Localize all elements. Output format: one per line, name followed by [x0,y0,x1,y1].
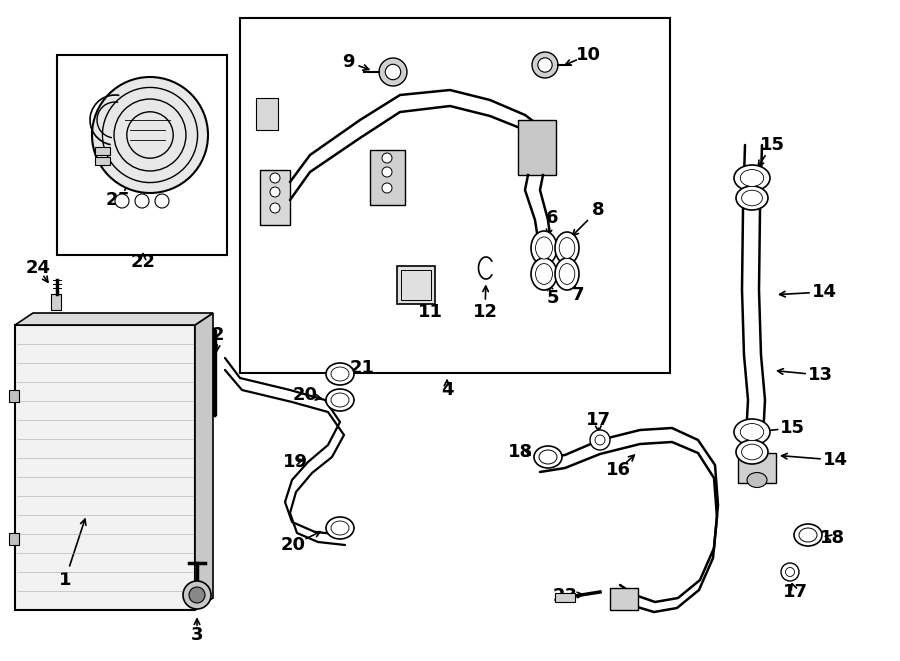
Ellipse shape [331,393,349,407]
Text: 15: 15 [760,136,785,154]
Bar [401,270,431,300]
Circle shape [781,563,799,581]
Text: 25: 25 [105,191,130,209]
Circle shape [590,430,610,450]
Ellipse shape [741,424,764,440]
Ellipse shape [559,237,575,258]
Bar [256,98,278,130]
Circle shape [270,203,280,213]
Text: 20: 20 [281,536,305,554]
Text: 1: 1 [58,571,71,589]
Bar [95,157,110,165]
Ellipse shape [555,258,579,290]
Text: 6: 6 [545,209,558,227]
Ellipse shape [531,258,557,290]
Text: 10: 10 [575,46,600,64]
Circle shape [270,173,280,183]
Ellipse shape [534,446,562,468]
Text: 2: 2 [212,326,224,344]
Circle shape [379,58,407,86]
Text: 11: 11 [418,303,443,321]
Bar [555,593,575,602]
Text: 9: 9 [342,53,355,71]
Circle shape [135,194,149,208]
Text: 4: 4 [441,381,454,399]
Text: 13: 13 [807,366,833,384]
Text: 14: 14 [823,451,848,469]
Ellipse shape [799,528,817,542]
Text: 17: 17 [586,411,610,429]
Ellipse shape [536,264,553,284]
Text: 18: 18 [508,443,533,461]
Circle shape [115,194,129,208]
Bar [260,170,290,225]
Bar [397,266,435,304]
Ellipse shape [734,165,770,191]
Ellipse shape [559,264,575,284]
Text: 7: 7 [572,286,584,304]
Bar [51,294,61,310]
Circle shape [595,435,605,445]
Text: 22: 22 [130,253,156,271]
Bar [370,150,405,205]
Bar [518,120,556,175]
Ellipse shape [741,170,764,186]
Bar [9,390,19,403]
Polygon shape [195,313,213,610]
Ellipse shape [326,389,354,411]
Text: 15: 15 [779,419,805,437]
Circle shape [155,194,169,208]
Text: 14: 14 [812,283,836,301]
Ellipse shape [326,363,354,385]
Circle shape [382,153,392,163]
Ellipse shape [742,444,762,460]
Polygon shape [15,325,195,610]
Text: 17: 17 [782,583,807,601]
Circle shape [385,64,400,80]
Ellipse shape [742,190,762,206]
Text: 19: 19 [283,453,308,471]
Bar [240,18,670,373]
Circle shape [92,77,208,193]
Text: 8: 8 [591,201,604,219]
Text: 16: 16 [606,461,631,479]
Ellipse shape [531,231,557,265]
Text: 23: 23 [553,587,578,605]
Circle shape [786,568,795,576]
Ellipse shape [326,517,354,539]
Circle shape [382,167,392,177]
Circle shape [183,581,211,609]
Text: 18: 18 [819,529,844,547]
Bar [95,147,110,155]
Ellipse shape [536,237,553,259]
Text: 5: 5 [547,289,559,307]
Ellipse shape [794,524,822,546]
Ellipse shape [555,232,579,264]
Circle shape [270,187,280,197]
Circle shape [382,183,392,193]
Text: 21: 21 [349,359,374,377]
Ellipse shape [539,450,557,464]
Ellipse shape [331,521,349,535]
Ellipse shape [747,473,767,488]
Text: 20: 20 [292,386,318,404]
Bar [9,533,19,545]
Ellipse shape [736,186,768,210]
Circle shape [189,587,205,603]
Ellipse shape [736,440,768,464]
Polygon shape [15,313,213,325]
Circle shape [532,52,558,78]
Bar [738,453,776,483]
Text: 3: 3 [191,626,203,644]
Circle shape [538,58,552,72]
Text: 24: 24 [25,259,50,277]
Text: 12: 12 [472,303,498,321]
Ellipse shape [734,419,770,445]
Ellipse shape [331,367,349,381]
Bar [57,55,227,255]
Bar [610,588,638,610]
